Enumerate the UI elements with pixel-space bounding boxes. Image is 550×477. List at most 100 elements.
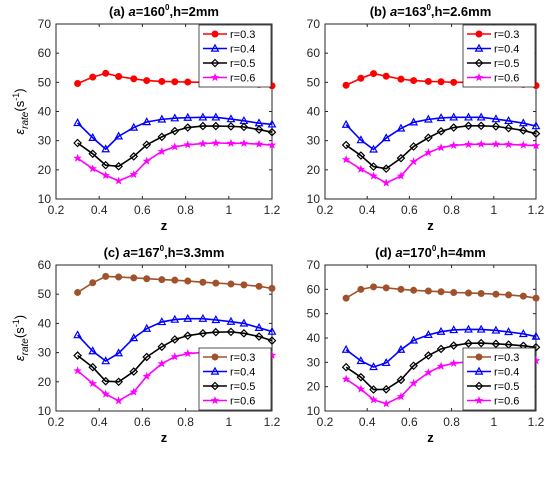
data-point	[409, 142, 418, 151]
data-point	[410, 77, 418, 85]
y-tick-label: 40	[307, 105, 321, 119]
data-point	[170, 113, 180, 122]
legend-box	[462, 347, 536, 411]
series-r=0.4	[341, 324, 541, 371]
data-point	[449, 341, 459, 350]
data-point	[476, 139, 486, 148]
data-point	[170, 314, 180, 323]
x-tick-label: 0.4	[359, 203, 376, 217]
data-point	[170, 335, 180, 344]
data-point	[73, 351, 82, 360]
data-point	[397, 75, 405, 83]
data-point	[356, 372, 366, 382]
data-point	[531, 342, 541, 352]
data-point	[158, 276, 166, 284]
data-point	[396, 392, 406, 401]
data-point	[74, 288, 82, 296]
data-point	[396, 171, 406, 180]
data-point	[114, 176, 123, 185]
legend-label: r=0.5	[494, 58, 519, 70]
y-tick-label: 20	[38, 375, 52, 389]
data-point	[436, 326, 446, 335]
chart-title: (b) a=1630,h=2.6mm	[370, 3, 492, 19]
series-line	[345, 328, 537, 368]
y-tick-label: 10	[307, 404, 321, 418]
x-tick-label: 0.8	[443, 415, 460, 429]
legend-label: r=0.3	[494, 29, 519, 41]
y-axis-label: εrate(s-1)	[11, 88, 31, 134]
x-axis-label: z	[427, 430, 434, 445]
data-point	[114, 377, 123, 387]
x-tick-label: 1.2	[264, 415, 281, 429]
data-point	[226, 114, 236, 123]
data-point	[254, 332, 264, 341]
data-point	[449, 112, 459, 121]
data-point	[240, 281, 248, 289]
data-point	[114, 396, 123, 405]
data-point	[183, 112, 193, 121]
data-point	[369, 162, 378, 171]
data-point	[129, 122, 139, 131]
legend-box	[198, 24, 272, 88]
chart-panel-b: 0.2 0.4 0.6 0.8 1 1.2 10 20 30 40 50 60 70 z (b) a=163…	[307, 3, 545, 233]
legend-label: r=0.4	[230, 367, 255, 379]
data-point	[424, 133, 433, 143]
legend: r=0.3 r=0.4 r=0.5 r=0.6	[198, 347, 272, 411]
data-point	[369, 395, 378, 404]
data-point	[423, 329, 433, 339]
data-point	[157, 359, 167, 368]
chart-title: (a) a=1600,h=2mm	[109, 3, 219, 19]
legend-label: r=0.3	[230, 352, 255, 364]
data-point	[532, 294, 540, 302]
data-point	[437, 78, 445, 86]
data-point	[74, 80, 82, 87]
data-point	[396, 344, 406, 353]
data-point	[436, 344, 446, 354]
data-point	[341, 119, 351, 128]
y-tick-label: 20	[38, 163, 52, 177]
legend-label: r=0.6	[230, 73, 255, 85]
data-point	[157, 317, 167, 326]
data-point	[518, 118, 528, 127]
data-point	[171, 276, 179, 284]
data-point	[101, 160, 111, 170]
data-point	[381, 399, 391, 408]
x-tick-label: 1.2	[528, 415, 545, 429]
x-tick-label: 1.2	[528, 203, 545, 217]
legend-box	[198, 347, 272, 411]
data-point	[267, 326, 277, 335]
data-point	[226, 327, 236, 337]
data-point	[115, 73, 123, 80]
y-tick-label: 70	[38, 17, 52, 31]
series-line	[345, 116, 537, 151]
data-point	[239, 138, 249, 147]
data-point	[423, 114, 433, 123]
data-point	[88, 346, 98, 355]
data-point	[464, 112, 473, 121]
data-point	[267, 127, 277, 137]
x-tick-label: 1.2	[264, 203, 281, 217]
data-point	[370, 70, 378, 78]
data-point	[267, 119, 277, 128]
data-point	[492, 290, 500, 298]
data-point	[531, 141, 541, 150]
data-point	[210, 58, 220, 68]
data-point	[226, 138, 236, 147]
data-point	[449, 123, 459, 132]
x-axis-label: z	[427, 218, 434, 233]
data-point	[88, 362, 98, 372]
data-point	[504, 327, 513, 336]
data-point	[101, 170, 110, 179]
data-point	[357, 285, 365, 293]
data-point	[143, 275, 151, 283]
x-tick-label: 0.6	[401, 415, 418, 429]
x-tick-label: 0.8	[177, 415, 194, 429]
series-line	[77, 317, 273, 363]
data-point	[142, 323, 152, 332]
chart-title: (c) a=1670,h=3.3mm	[104, 244, 225, 260]
chart-panel-a: 0.2 0.4 0.6 0.8 1 1.2 10 20 30 40 50 60 70 z εrate(s-1…	[11, 3, 281, 233]
data-point	[424, 368, 433, 377]
series-r=0.4	[73, 313, 277, 365]
data-point	[397, 285, 405, 293]
